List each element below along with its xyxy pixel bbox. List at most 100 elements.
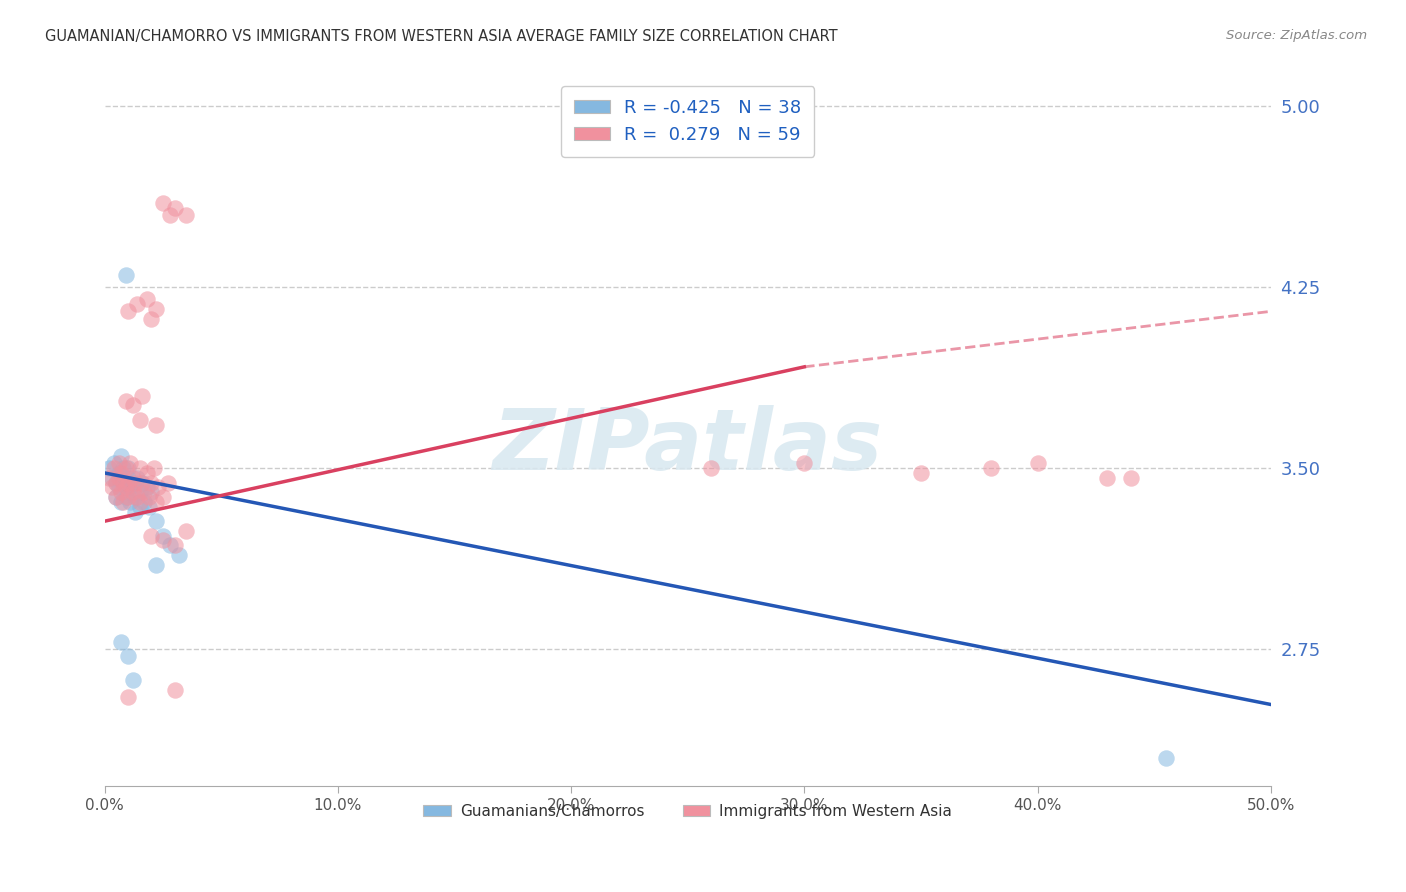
Point	[152, 195, 174, 210]
Text: Source: ZipAtlas.com: Source: ZipAtlas.com	[1226, 29, 1367, 42]
Point	[124, 504, 146, 518]
Point	[105, 490, 128, 504]
Point	[128, 413, 150, 427]
Point	[112, 475, 135, 490]
Point	[120, 456, 142, 470]
Point	[117, 649, 139, 664]
Point	[135, 293, 157, 307]
Point	[121, 475, 143, 490]
Point	[110, 485, 132, 500]
Point	[141, 529, 163, 543]
Point	[1154, 750, 1177, 764]
Point	[135, 466, 157, 480]
Point	[117, 461, 139, 475]
Point	[110, 495, 132, 509]
Point	[169, 548, 191, 562]
Point	[128, 485, 150, 500]
Point	[145, 417, 167, 432]
Point	[138, 500, 160, 514]
Point	[131, 475, 153, 490]
Point	[152, 490, 174, 504]
Point	[163, 683, 186, 698]
Point	[138, 490, 160, 504]
Point	[105, 475, 128, 490]
Point	[121, 485, 143, 500]
Point	[176, 524, 198, 538]
Point	[980, 461, 1002, 475]
Point	[159, 208, 181, 222]
Point	[110, 449, 132, 463]
Point	[117, 471, 139, 485]
Point	[152, 529, 174, 543]
Point	[112, 495, 135, 509]
Point	[134, 485, 156, 500]
Text: GUAMANIAN/CHAMORRO VS IMMIGRANTS FROM WESTERN ASIA AVERAGE FAMILY SIZE CORRELATI: GUAMANIAN/CHAMORRO VS IMMIGRANTS FROM WE…	[45, 29, 838, 44]
Point	[107, 471, 129, 485]
Point	[110, 634, 132, 648]
Point	[121, 673, 143, 688]
Point	[114, 461, 136, 475]
Point	[163, 201, 186, 215]
Point	[128, 461, 150, 475]
Point	[134, 495, 156, 509]
Point	[152, 533, 174, 548]
Point	[145, 514, 167, 528]
Point	[124, 475, 146, 490]
Point	[124, 490, 146, 504]
Point	[103, 461, 125, 475]
Point	[117, 490, 139, 504]
Point	[127, 471, 149, 485]
Point	[98, 461, 121, 475]
Point	[103, 456, 125, 470]
Point	[141, 311, 163, 326]
Point	[110, 466, 132, 480]
Point	[700, 461, 723, 475]
Point	[148, 480, 170, 494]
Point	[100, 480, 122, 494]
Point	[1026, 456, 1049, 470]
Point	[107, 456, 129, 470]
Point	[127, 490, 149, 504]
Point	[910, 466, 932, 480]
Point	[142, 461, 165, 475]
Point	[1097, 471, 1119, 485]
Point	[131, 389, 153, 403]
Point	[121, 399, 143, 413]
Point	[793, 456, 815, 470]
Point	[100, 471, 122, 485]
Point	[105, 475, 128, 490]
Point	[145, 301, 167, 316]
Point	[145, 495, 167, 509]
Point	[112, 475, 135, 490]
Point	[159, 538, 181, 552]
Point	[145, 558, 167, 572]
Point	[128, 495, 150, 509]
Point	[114, 480, 136, 494]
Point	[141, 485, 163, 500]
Point	[114, 268, 136, 283]
Point	[156, 475, 179, 490]
Legend: Guamanians/Chamorros, Immigrants from Western Asia: Guamanians/Chamorros, Immigrants from We…	[418, 797, 959, 825]
Point	[107, 480, 129, 494]
Point	[131, 475, 153, 490]
Point	[117, 690, 139, 705]
Point	[120, 480, 142, 494]
Point	[163, 538, 186, 552]
Point	[176, 208, 198, 222]
Point	[141, 475, 163, 490]
Point	[1119, 471, 1142, 485]
Point	[112, 461, 135, 475]
Point	[135, 480, 157, 494]
Point	[114, 393, 136, 408]
Text: ZIPatlas: ZIPatlas	[492, 405, 883, 488]
Point	[107, 466, 129, 480]
Point	[127, 297, 149, 311]
Point	[114, 480, 136, 494]
Point	[128, 500, 150, 514]
Point	[117, 304, 139, 318]
Point	[98, 471, 121, 485]
Point	[120, 495, 142, 509]
Point	[105, 490, 128, 504]
Point	[117, 475, 139, 490]
Point	[114, 490, 136, 504]
